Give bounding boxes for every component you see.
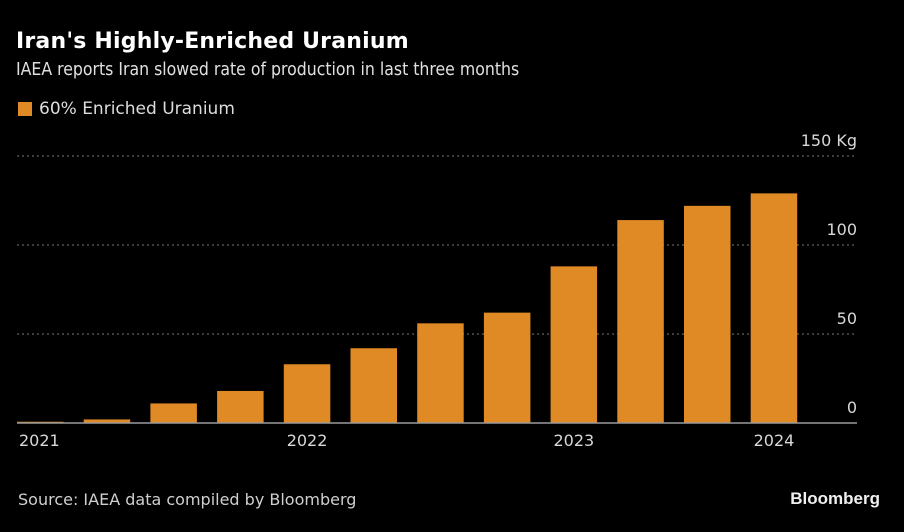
source-note: Source: IAEA data compiled by Bloomberg: [18, 490, 357, 509]
x-tick-label: 2024: [754, 431, 795, 450]
bloomberg-logo: Bloomberg: [790, 489, 880, 508]
bar: [350, 348, 397, 423]
y-tick-label: 150 Kg: [801, 131, 857, 150]
legend-label: 60% Enriched Uranium: [39, 99, 235, 119]
bar: [483, 312, 531, 423]
bar: [684, 205, 731, 423]
chart-subtitle: IAEA reports Iran slowed rate of product…: [16, 60, 520, 80]
bar: [83, 419, 131, 423]
y-tick-label: 100: [826, 220, 857, 239]
y-tick-label: 50: [837, 309, 857, 328]
bar: [550, 266, 598, 423]
x-tick-label: 2022: [287, 431, 328, 450]
chart-title: Iran's Highly-Enriched Uranium: [16, 29, 409, 54]
x-tick-label: 2021: [19, 431, 60, 450]
bar: [417, 323, 464, 423]
x-tick-label: 2023: [553, 431, 594, 450]
legend: 60% Enriched Uranium: [18, 99, 235, 119]
bar: [217, 390, 264, 423]
bar: [750, 193, 798, 423]
bar: [617, 220, 664, 423]
bar: [150, 403, 197, 423]
y-tick-label: 0: [847, 398, 857, 417]
bar: [283, 364, 331, 423]
legend-swatch: [18, 102, 32, 116]
